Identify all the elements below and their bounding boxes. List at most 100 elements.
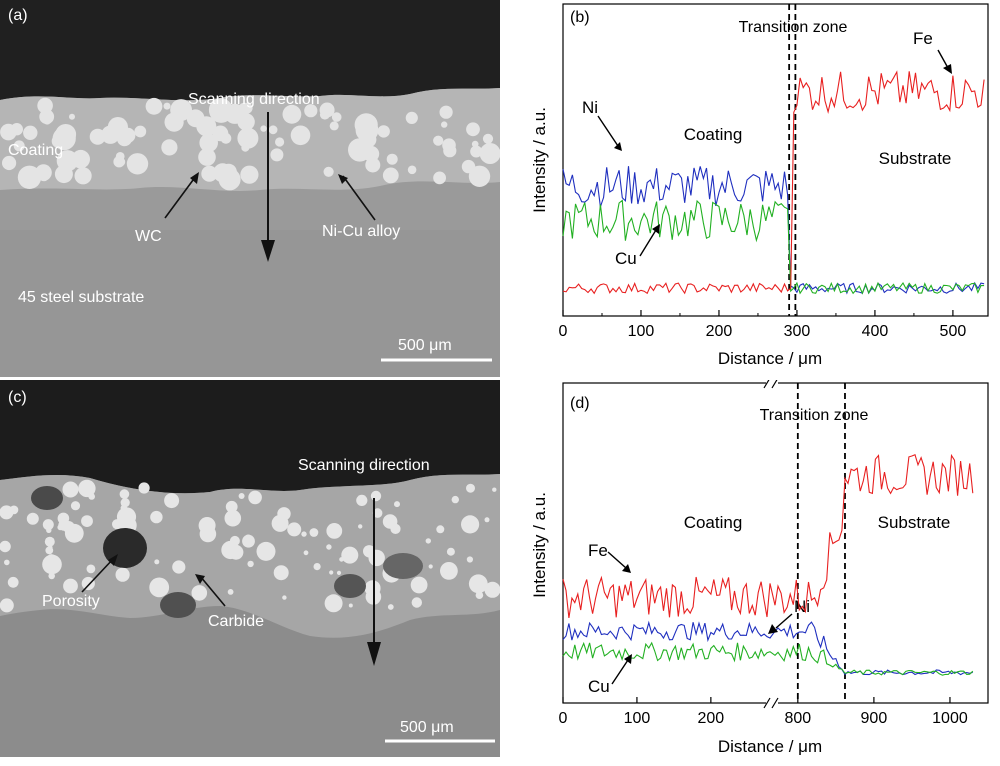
particle xyxy=(301,531,307,537)
particle xyxy=(341,546,359,564)
particle xyxy=(428,564,433,569)
particle xyxy=(336,570,342,575)
series-line-fe xyxy=(562,453,974,618)
particle xyxy=(470,145,483,158)
axis-break xyxy=(763,697,771,709)
particle xyxy=(120,127,136,143)
pore xyxy=(160,592,196,618)
particle xyxy=(386,153,398,165)
x-tick-label: 500 xyxy=(940,323,967,340)
particle xyxy=(339,557,344,562)
particle xyxy=(126,153,149,175)
x-axis-label-d: Distance / μm xyxy=(718,737,822,756)
particle xyxy=(405,111,418,124)
particle xyxy=(2,155,17,171)
transition-zone-label-d: Transition zone xyxy=(760,407,869,424)
x-axis-label-b: Distance / μm xyxy=(718,349,822,368)
particle xyxy=(282,595,287,600)
particle xyxy=(268,125,278,135)
particle xyxy=(425,538,431,544)
particle xyxy=(492,487,497,492)
particle xyxy=(329,121,339,131)
label-carbide: Carbide xyxy=(208,613,264,630)
particle xyxy=(443,144,457,158)
particle xyxy=(161,139,178,156)
particle xyxy=(13,140,25,152)
particle xyxy=(256,541,276,561)
particle xyxy=(81,515,93,527)
particle xyxy=(224,509,242,527)
particle xyxy=(382,167,399,184)
series-label-fe-b: Fe xyxy=(913,29,933,48)
particle xyxy=(17,165,42,189)
particle xyxy=(475,591,484,599)
panel-letter-c: (c) xyxy=(8,389,27,406)
particle xyxy=(201,165,218,182)
particle xyxy=(368,549,385,567)
substrate-annotation-b: Substrate xyxy=(879,149,952,168)
plot-frame xyxy=(562,3,989,317)
particle xyxy=(466,483,475,493)
particle xyxy=(387,604,394,610)
particle xyxy=(150,510,163,524)
particle xyxy=(111,131,118,138)
line-scan-chart-b: (b) Intensity / a.u. Distance / μm Trans… xyxy=(530,3,989,368)
particle xyxy=(273,565,289,581)
particle xyxy=(228,544,244,560)
particle xyxy=(433,135,444,146)
wc-particles xyxy=(0,97,500,191)
particle xyxy=(164,493,180,509)
particle xyxy=(451,495,459,504)
x-tick-label: 400 xyxy=(862,323,889,340)
x-tick-label: 0 xyxy=(559,710,568,727)
particle xyxy=(163,102,171,110)
x-tick-label: 200 xyxy=(706,323,733,340)
series-label-cu-b: Cu xyxy=(615,249,637,268)
label-scanning-a: Scanning direction xyxy=(188,91,320,108)
particle xyxy=(482,133,494,144)
label-wc: WC xyxy=(135,228,162,245)
particle xyxy=(120,504,128,512)
particle xyxy=(0,505,14,520)
particle xyxy=(323,166,334,177)
particle xyxy=(436,525,445,534)
particle xyxy=(407,165,417,175)
particle xyxy=(23,125,38,140)
particle xyxy=(238,493,245,499)
coating-annotation-b: Coating xyxy=(684,125,743,144)
particle xyxy=(326,544,332,550)
particle xyxy=(309,528,319,537)
particle xyxy=(410,576,428,594)
particle xyxy=(411,597,422,608)
substrate-annotation-d: Substrate xyxy=(878,513,951,532)
particle xyxy=(198,148,216,166)
particle xyxy=(242,534,255,548)
transition-zone-label-b: Transition zone xyxy=(739,19,848,36)
scalebar-label-c: 500 μm xyxy=(400,719,454,736)
particle xyxy=(86,564,96,574)
particle xyxy=(441,121,448,128)
series-line-cu xyxy=(562,199,985,295)
particle xyxy=(275,137,285,147)
label-nicu: Ni-Cu alloy xyxy=(322,223,400,240)
x-tick-label: 200 xyxy=(698,710,725,727)
label-substrate-a: 45 steel substrate xyxy=(18,289,144,306)
particle xyxy=(358,524,363,529)
x-tick-label: 800 xyxy=(784,710,811,727)
particle xyxy=(331,112,342,122)
particle xyxy=(382,514,398,529)
particle xyxy=(260,125,267,132)
particle xyxy=(319,109,330,120)
particle xyxy=(304,104,318,118)
particle xyxy=(56,150,79,172)
particle xyxy=(326,523,343,539)
particle xyxy=(227,589,234,595)
micrograph-a: (a) Coating Scanning direction WC Ni-Cu … xyxy=(0,0,500,377)
particle xyxy=(247,560,254,568)
pore xyxy=(334,574,366,598)
y-axis-label-b: Intensity / a.u. xyxy=(530,107,549,213)
particle xyxy=(290,125,311,146)
particle xyxy=(199,133,218,153)
particle xyxy=(44,536,55,547)
particle xyxy=(282,104,302,124)
